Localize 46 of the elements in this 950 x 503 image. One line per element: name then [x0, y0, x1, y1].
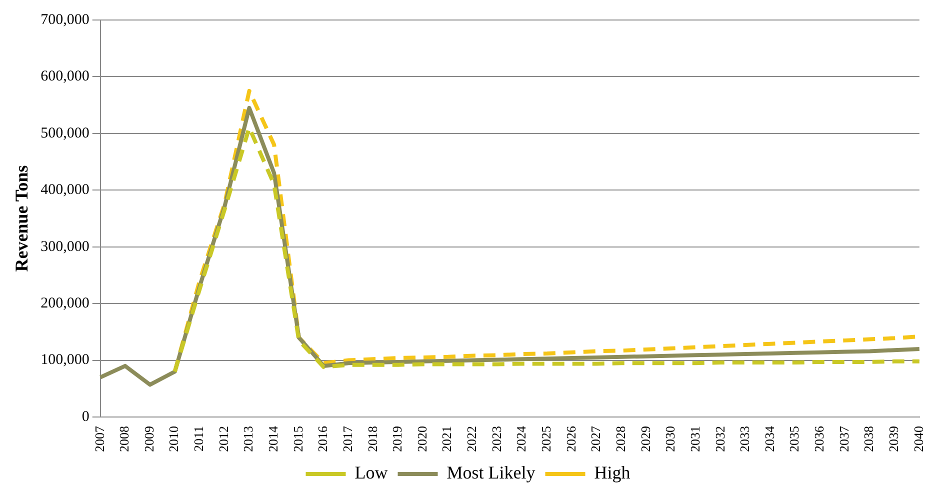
- x-tick-label: 2033: [737, 426, 752, 452]
- x-tick-label: 2015: [290, 426, 306, 452]
- x-tick-label: 2019: [390, 426, 405, 452]
- x-tick-label: 2040: [910, 426, 926, 452]
- x-tick-label: 2030: [662, 426, 678, 452]
- x-tick-label: 2018: [364, 426, 380, 452]
- legend-label: Most Likely: [446, 462, 536, 483]
- x-tick-label: 2021: [439, 426, 454, 452]
- x-tick-label: 2012: [216, 426, 231, 452]
- y-tick-label: 200,000: [40, 296, 90, 312]
- x-tick-label: 2031: [687, 426, 702, 452]
- x-tick-label: 2027: [588, 426, 604, 452]
- y-tick-label: 300,000: [40, 238, 90, 255]
- x-tick-label: 2037: [836, 426, 852, 452]
- x-tick-label: 2010: [166, 426, 182, 452]
- x-tick-label: 2038: [861, 426, 876, 452]
- x-tick-label: 2011: [191, 426, 206, 452]
- x-tick-label: 2024: [514, 426, 529, 452]
- x-tick-label: 2039: [886, 426, 901, 452]
- y-tick-label: 500,000: [40, 125, 90, 142]
- x-tick-label: 2020: [414, 426, 430, 452]
- legend-label: High: [594, 462, 630, 483]
- x-tick-label: 2014: [266, 426, 281, 452]
- y-axis-title: Revenue Tons: [11, 165, 32, 272]
- x-tick-label: 2008: [116, 426, 132, 452]
- x-tick-label: 2017: [340, 426, 355, 452]
- x-tick-label: 2013: [240, 426, 256, 452]
- legend-label: Low: [354, 462, 388, 483]
- x-tick-label: 2016: [315, 426, 330, 452]
- x-tick-label: 2035: [786, 426, 802, 452]
- x-tick-label: 2007: [92, 426, 107, 452]
- y-tick-label: 100,000: [40, 352, 90, 368]
- x-tick-label: 2036: [812, 426, 827, 452]
- x-tick-label: 2029: [638, 426, 653, 452]
- x-tick-label: 2025: [538, 426, 554, 452]
- x-tick-label: 2034: [762, 426, 777, 452]
- y-tick-label: 0: [82, 408, 90, 425]
- y-tick-label: 400,000: [40, 182, 90, 198]
- y-tick-label: 600,000: [40, 68, 90, 85]
- x-tick-label: 2032: [712, 426, 728, 452]
- x-tick-label: 2022: [464, 426, 480, 452]
- x-tick-label: 2026: [563, 426, 578, 452]
- y-tick-label: 700,000: [40, 12, 90, 28]
- x-tick-label: 2009: [141, 426, 156, 452]
- x-tick-label: 2023: [488, 426, 504, 452]
- x-tick-label: 2028: [612, 426, 628, 452]
